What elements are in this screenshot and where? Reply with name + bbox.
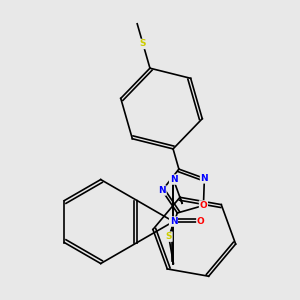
Text: S: S [166, 232, 172, 241]
Text: O: O [197, 217, 205, 226]
Text: N: N [201, 174, 208, 183]
Text: N: N [169, 175, 177, 184]
Text: O: O [200, 201, 207, 210]
Text: N: N [158, 186, 166, 195]
Text: N: N [169, 217, 177, 226]
Text: S: S [140, 40, 146, 49]
